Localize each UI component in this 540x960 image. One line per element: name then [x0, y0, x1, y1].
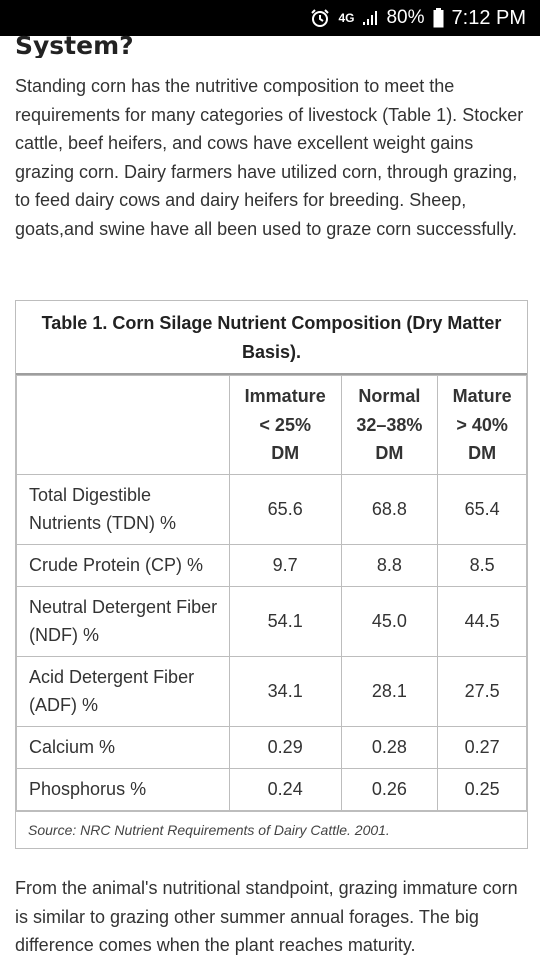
table-header-empty: [16, 375, 230, 475]
followup-paragraph: From the animal's nutritional standpoint…: [15, 878, 518, 955]
column-header-line: DM: [271, 443, 300, 463]
alarm-icon: [310, 8, 330, 28]
cell-value: 45.0: [340, 585, 439, 657]
column-header-line: > 40%: [456, 414, 508, 435]
table-caption: Table 1. Corn Silage Nutrient Compositio…: [16, 301, 527, 375]
table-header-row: Immature < 25% DM Normal 32–38% DM Matur…: [16, 375, 527, 475]
clock-time: 7:12 PM: [451, 6, 526, 29]
column-header-line: DM: [468, 443, 497, 463]
cell-value: 65.4: [437, 473, 527, 545]
table-row: Neutral Detergent Fiber (NDF) % 54.1 45.…: [16, 585, 527, 657]
nutrient-table-grid: Immature < 25% DM Normal 32–38% DM Matur…: [16, 375, 527, 811]
battery-icon: [433, 8, 444, 28]
cell-value: 27.5: [437, 655, 527, 727]
cell-value: 28.1: [340, 655, 439, 727]
table-row: Calcium % 0.29 0.28 0.27: [16, 725, 527, 769]
column-header-line: 32–38%: [356, 414, 423, 435]
table-row: Acid Detergent Fiber (ADF) % 34.1 28.1 2…: [16, 655, 527, 727]
table-row: Crude Protein (CP) % 9.7 8.8 8.5: [16, 543, 527, 587]
table-row: Total Digestible Nutrients (TDN) % 65.6 …: [16, 473, 527, 545]
column-header-normal: Normal 32–38% DM: [340, 375, 439, 475]
nutrient-table: Table 1. Corn Silage Nutrient Compositio…: [15, 300, 528, 849]
cell-value: 8.8: [340, 543, 439, 587]
cell-value: 68.8: [340, 473, 439, 545]
cell-value: 0.29: [228, 725, 342, 769]
battery-percent: 80%: [386, 7, 425, 28]
row-label: Crude Protein (CP) %: [16, 543, 230, 587]
status-bar: 4G 80% 7:12 PM: [0, 0, 540, 36]
cell-value: 54.1: [228, 585, 342, 657]
column-header-line: Immature: [244, 386, 326, 406]
cell-value: 8.5: [437, 543, 527, 587]
column-header-mature: Mature > 40% DM: [437, 375, 527, 475]
column-header-line: < 25%: [259, 414, 311, 435]
cell-value: 9.7: [228, 543, 342, 587]
cell-value: 0.27: [437, 725, 527, 769]
cell-value: 0.25: [437, 767, 527, 811]
column-header-line: Normal: [358, 386, 421, 406]
column-header-line: DM: [375, 443, 404, 463]
column-header-immature: Immature < 25% DM: [228, 375, 342, 475]
column-header-line: Mature: [452, 386, 512, 406]
section-heading: System?: [15, 31, 134, 58]
cell-value: 0.24: [228, 767, 342, 811]
table-source-note: Source: NRC Nutrient Requirements of Dai…: [16, 810, 527, 848]
row-label: Phosphorus %: [16, 767, 230, 811]
intro-paragraph: Standing corn has the nutritive composit…: [15, 76, 524, 239]
row-label: Calcium %: [16, 725, 230, 769]
table-row: Phosphorus % 0.24 0.26 0.25: [16, 767, 527, 811]
cell-value: 0.26: [340, 767, 439, 811]
row-label: Neutral Detergent Fiber (NDF) %: [16, 585, 230, 657]
cell-value: 34.1: [228, 655, 342, 727]
signal-icon: [362, 10, 378, 26]
row-label: Total Digestible Nutrients (TDN) %: [16, 473, 230, 545]
article-body: System? Standing corn has the nutritive …: [15, 26, 527, 243]
cell-value: 44.5: [437, 585, 527, 657]
network-type-label: 4G: [338, 11, 355, 25]
cell-value: 65.6: [228, 473, 342, 545]
cell-value: 0.28: [340, 725, 439, 769]
row-label: Acid Detergent Fiber (ADF) %: [16, 655, 230, 727]
